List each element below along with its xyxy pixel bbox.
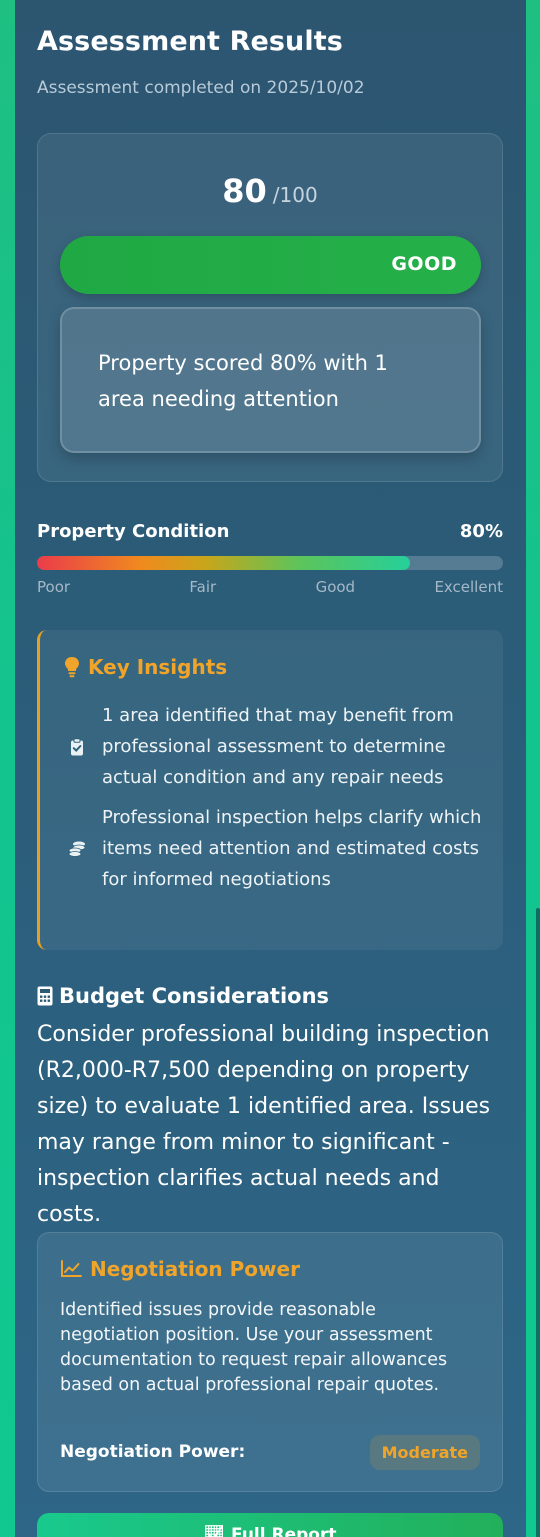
condition-scale: Poor Fair Good Excellent	[37, 578, 503, 596]
completion-date: Assessment completed on 2025/10/02	[37, 78, 365, 98]
score-value: 80	[222, 172, 267, 210]
scrollbar[interactable]	[536, 908, 540, 1537]
chart-line-icon	[61, 1260, 82, 1277]
key-insights-heading: Key Insights	[64, 655, 227, 679]
chart-line-icon: 📈︎	[203, 1525, 232, 1537]
grade-label: GOOD	[391, 253, 457, 275]
scale-excellent: Excellent	[434, 578, 503, 596]
score-max: /100	[272, 183, 318, 207]
condition-bar-fill	[37, 556, 410, 570]
key-insights-title: Key Insights	[88, 655, 228, 679]
insight-text: 1 area identified that may benefit from …	[102, 705, 454, 788]
negotiation-power-label: Negotiation Power:	[60, 1442, 246, 1462]
full-report-label: 📈︎ Full Report	[37, 1525, 503, 1537]
key-insights-card: Key Insights 1 area identified that may …	[37, 630, 503, 950]
budget-title: Budget Considerations	[59, 984, 330, 1008]
budget-heading: Budget Considerations	[37, 984, 329, 1008]
condition-label: Property Condition	[37, 521, 230, 542]
calculator-icon	[37, 986, 53, 1006]
condition-bar	[37, 556, 503, 570]
lightbulb-icon	[65, 657, 79, 678]
insight-item: Professional inspection helps clarify wh…	[68, 802, 488, 895]
scale-good: Good	[315, 578, 356, 596]
negotiation-text: Identified issues provide reasonable neg…	[60, 1300, 448, 1395]
negotiation-card: Negotiation Power Identified issues prov…	[37, 1232, 503, 1492]
score-summary-text: Property scored 80% with 1 area needing …	[98, 351, 388, 411]
insight-item: 1 area identified that may benefit from …	[68, 700, 488, 793]
coins-icon	[68, 841, 86, 857]
grade-badge: GOOD	[60, 236, 481, 294]
negotiation-heading: Negotiation Power	[60, 1257, 300, 1281]
insight-text: Professional inspection helps clarify wh…	[102, 807, 482, 890]
negotiation-title: Negotiation Power	[90, 1257, 300, 1281]
budget-text: Consider professional building inspectio…	[37, 1022, 491, 1227]
full-report-button[interactable]: 📈︎ Full Report	[37, 1513, 503, 1537]
score-display: 80/100	[0, 172, 540, 210]
page-title: Assessment Results	[37, 26, 343, 57]
scale-poor: Poor	[37, 578, 71, 596]
score-card	[37, 133, 503, 482]
score-summary: Property scored 80% with 1 area needing …	[60, 307, 481, 453]
negotiation-power-badge: Moderate	[369, 1435, 480, 1470]
scale-fair: Fair	[189, 578, 217, 596]
clipboard-check-icon	[71, 737, 83, 755]
condition-value: 80%	[459, 521, 503, 542]
